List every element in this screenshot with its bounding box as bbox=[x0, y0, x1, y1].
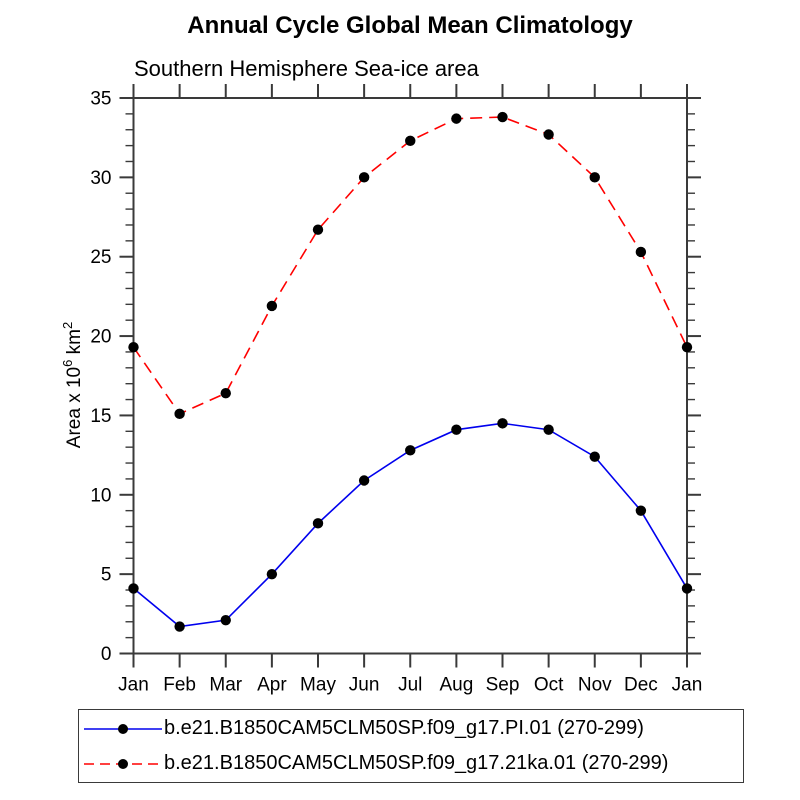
x-tick-label: Feb bbox=[163, 675, 196, 696]
data-point-marker bbox=[405, 135, 416, 147]
data-point-marker bbox=[358, 172, 370, 183]
x-tick-label: Oct bbox=[534, 675, 564, 696]
legend-line-sample-solid bbox=[84, 723, 162, 734]
chart-subtitle: Southern Hemisphere Sea-ice area bbox=[134, 56, 479, 81]
x-tick-label: Apr bbox=[257, 675, 287, 696]
chart-title: Annual Cycle Global Mean Climatology bbox=[187, 12, 633, 39]
x-tick-label: Jan bbox=[672, 675, 703, 696]
y-tick-label: 30 bbox=[90, 168, 111, 189]
data-point-marker bbox=[174, 408, 185, 420]
legend: b.e21.B1850CAM5CLM50SP.f09_g17.PI.01 (27… bbox=[78, 709, 744, 783]
x-tick-label: Aug bbox=[439, 675, 473, 696]
data-point-marker bbox=[497, 418, 508, 429]
legend-line-sample-dashed bbox=[84, 758, 162, 769]
data-point-marker bbox=[497, 111, 508, 123]
y-axis-title: Area x 106 km2 bbox=[60, 322, 85, 448]
data-point-marker bbox=[312, 224, 324, 235]
data-point-marker bbox=[589, 451, 600, 462]
data-point-marker bbox=[681, 341, 693, 353]
legend-item-21ka: b.e21.B1850CAM5CLM50SP.f09_g17.21ka.01 (… bbox=[79, 746, 743, 781]
x-tick-label: May bbox=[300, 675, 336, 696]
data-point-marker bbox=[681, 583, 693, 594]
y-tick-label: 0 bbox=[101, 644, 112, 665]
legend-sample-marker bbox=[118, 758, 128, 769]
x-tick-label: Jun bbox=[349, 675, 380, 696]
x-tick-label: Sep bbox=[486, 675, 520, 696]
data-point-marker bbox=[451, 424, 462, 435]
data-point-marker bbox=[312, 518, 324, 529]
y-tick-label: 25 bbox=[90, 247, 111, 268]
data-point-marker bbox=[405, 445, 416, 456]
legend-label-pi: b.e21.B1850CAM5CLM50SP.f09_g17.PI.01 (27… bbox=[164, 717, 644, 739]
data-point-marker bbox=[128, 583, 139, 594]
legend-item-pi: b.e21.B1850CAM5CLM50SP.f09_g17.PI.01 (27… bbox=[79, 711, 743, 746]
y-tick-label: 20 bbox=[90, 327, 111, 348]
legend-sample-marker bbox=[118, 723, 128, 734]
data-point-marker bbox=[358, 475, 370, 486]
data-point-marker bbox=[635, 246, 647, 258]
data-point-marker bbox=[543, 129, 554, 140]
x-tick-label: Jan bbox=[118, 675, 149, 696]
data-point-marker bbox=[174, 621, 185, 632]
x-tick-label: Nov bbox=[578, 675, 612, 696]
x-tick-label: Dec bbox=[624, 675, 658, 696]
y-tick-label: 15 bbox=[90, 406, 111, 427]
data-point-marker bbox=[220, 614, 231, 626]
y-tick-label: 35 bbox=[90, 89, 111, 110]
data-point-marker bbox=[543, 424, 554, 435]
x-tick-label: Mar bbox=[209, 675, 242, 696]
y-tick-label: 10 bbox=[90, 485, 111, 506]
y-tick-label: 5 bbox=[101, 565, 112, 586]
series-line-1 bbox=[132, 116, 688, 415]
plot-frame bbox=[132, 97, 688, 655]
x-tick-label: Jul bbox=[398, 675, 422, 696]
data-point-marker bbox=[220, 388, 231, 399]
data-point-marker bbox=[266, 300, 278, 312]
data-point-marker bbox=[128, 341, 139, 353]
data-point-marker bbox=[635, 505, 647, 516]
data-point-marker bbox=[589, 172, 600, 183]
data-point-marker bbox=[266, 568, 278, 580]
legend-label-21ka: b.e21.B1850CAM5CLM50SP.f09_g17.21ka.01 (… bbox=[164, 752, 669, 774]
data-point-marker bbox=[451, 113, 462, 124]
